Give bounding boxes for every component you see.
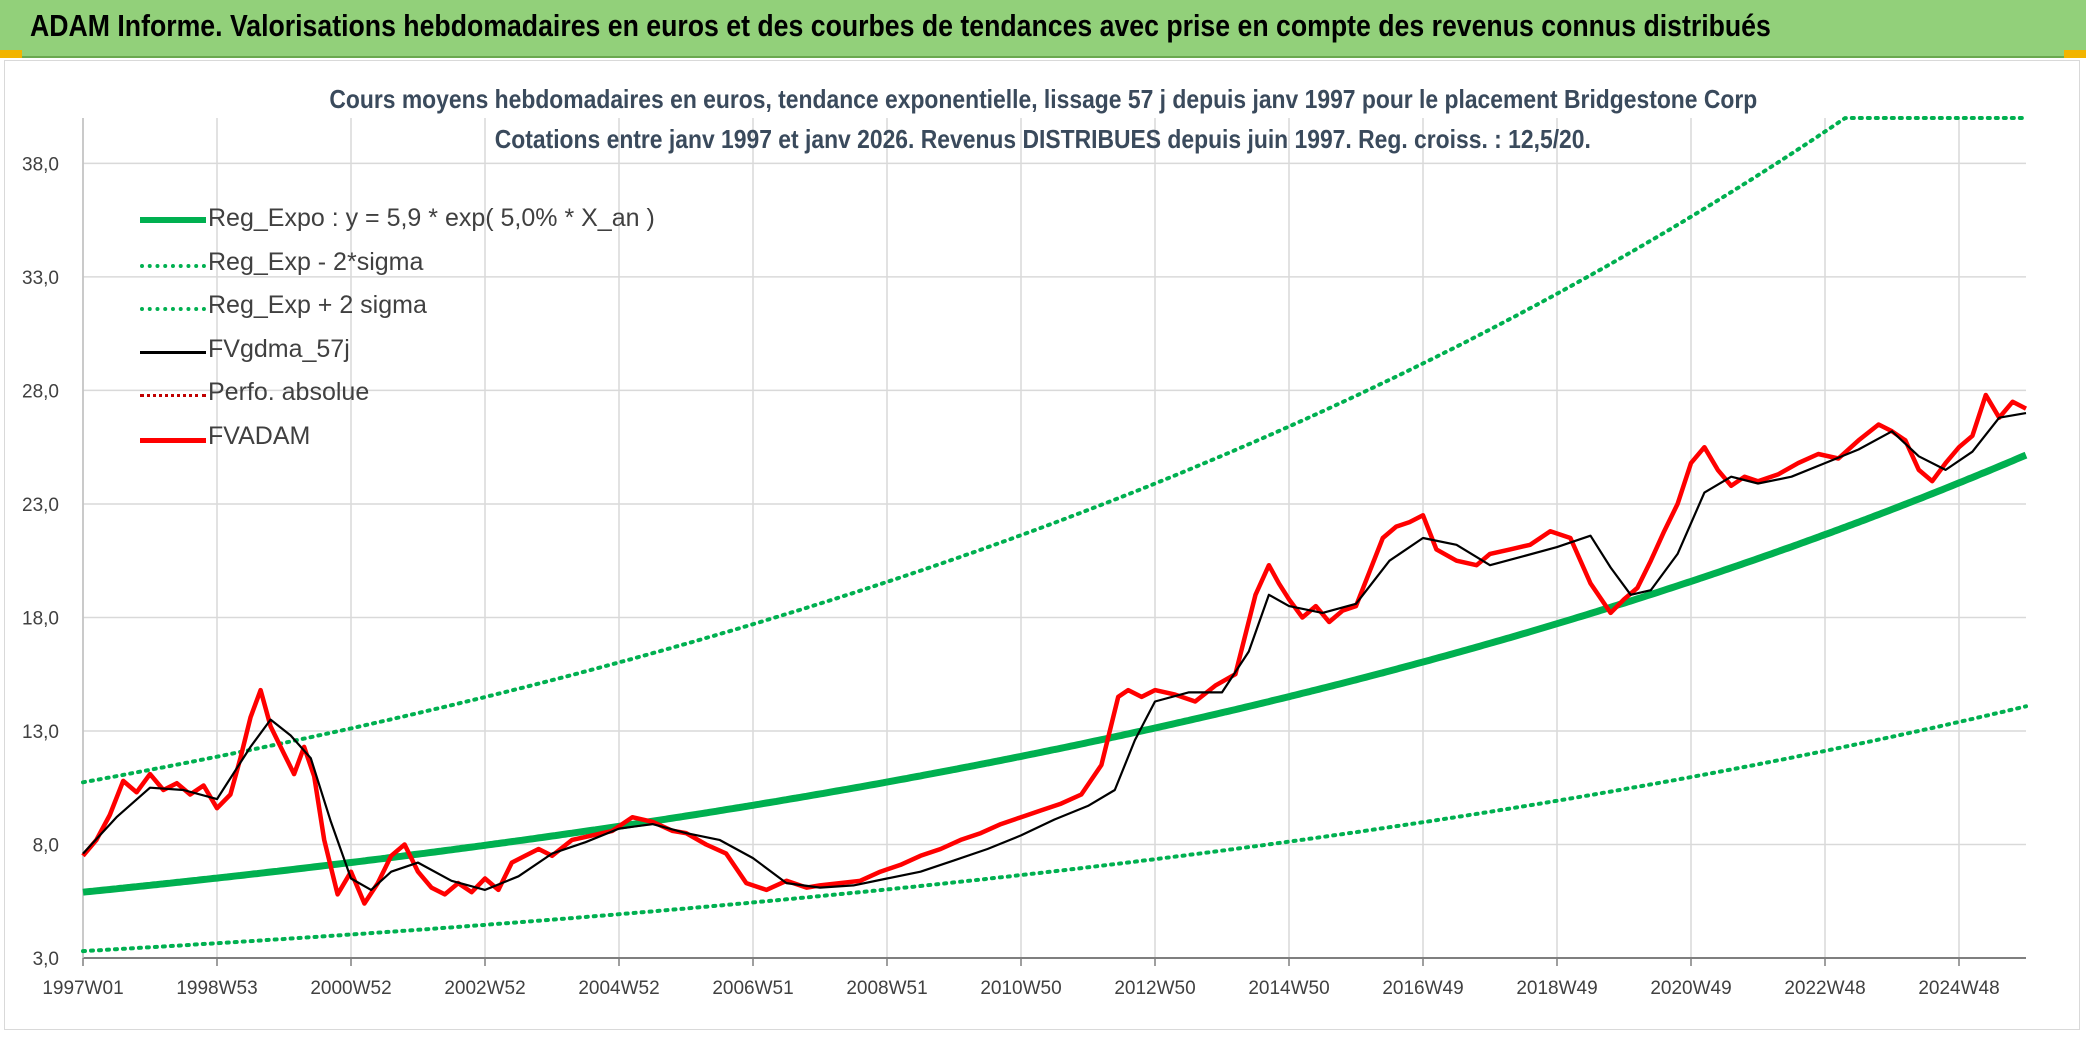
report-banner: ADAM Informe. Valorisations hebdomadaire… (0, 0, 2086, 58)
legend-label-fvgdma: FVgdma_57j (208, 334, 350, 363)
legend-swatch-fvadam (140, 437, 206, 443)
chart-frame (4, 60, 2080, 1030)
legend-swatch-perfo (140, 394, 206, 398)
chart-title: Cours moyens hebdomadaires en euros, ten… (329, 84, 1757, 114)
x-tick-label: 2006W51 (712, 978, 793, 999)
legend-label-reg-exp-minus: Reg_Exp - 2*sigma (208, 247, 424, 276)
x-tick-label: 2020W49 (1650, 978, 1731, 999)
report-title: ADAM Informe. Valorisations hebdomadaire… (30, 8, 1771, 43)
x-tick-label: 2016W49 (1382, 978, 1463, 999)
x-tick-label: 2024W48 (1918, 978, 1999, 999)
axes: 3,0 8,0 13,0 18,0 23,0 28,0 33,0 38,0 1997W01 199… (22, 118, 2026, 999)
legend-label-perfo: Perfo. absolue (208, 378, 370, 407)
series-fvgdma-57j (82, 412, 2027, 891)
x-tick-label: 2022W48 (1784, 978, 1865, 999)
x-tick-label: 2010W50 (980, 978, 1061, 999)
y-tick-label: 3,0 (33, 949, 59, 970)
y-tick-label: 23,0 (22, 495, 59, 516)
x-tick-label: 2008W51 (846, 978, 927, 999)
x-tick-label: 2018W49 (1516, 978, 1597, 999)
y-tick-label: 13,0 (22, 722, 59, 743)
legend-label-fvadam: FVADAM (208, 421, 311, 450)
y-tick-label: 8,0 (33, 835, 59, 856)
series-reg-exp-plus-2sigma (81, 116, 2028, 785)
x-tick-label: 2000W52 (310, 978, 391, 999)
x-tick-label: 2004W52 (578, 978, 659, 999)
y-tick-label: 38,0 (22, 154, 59, 175)
gridlines (82, 118, 2026, 959)
y-tick-label: 18,0 (22, 608, 59, 629)
chart-subtitle: Cotations entre janv 1997 et janv 2026. … (494, 124, 1592, 154)
legend-swatch-reg-expo (140, 217, 206, 223)
x-tick-label: 2002W52 (444, 978, 525, 999)
x-tick-label: 1997W01 (42, 978, 123, 999)
legend-swatch-reg-exp-plus (140, 307, 206, 312)
corner-accent-left (0, 50, 22, 58)
series-reg-expo (82, 451, 2028, 896)
corner-accent-right (2064, 50, 2086, 58)
legend-swatch-reg-exp-minus (140, 263, 206, 268)
x-tick-label: 2012W50 (1114, 978, 1195, 999)
y-tick-label: 33,0 (22, 268, 59, 289)
legend-label-reg-expo: Reg_Expo : y = 5,9 * exp( 5,0% * X_an ) (208, 204, 655, 232)
series-fvadam (81, 392, 2028, 906)
legend-label-reg-exp-plus: Reg_Exp + 2 sigma (208, 291, 427, 320)
series-reg-exp-minus-2sigma (81, 704, 2028, 954)
y-tick-label: 28,0 (22, 381, 59, 402)
series (81, 116, 2028, 954)
x-tick-label: 1998W53 (176, 978, 257, 999)
x-tick-label: 2014W50 (1248, 978, 1329, 999)
legend-swatch-fvgdma (140, 350, 206, 354)
